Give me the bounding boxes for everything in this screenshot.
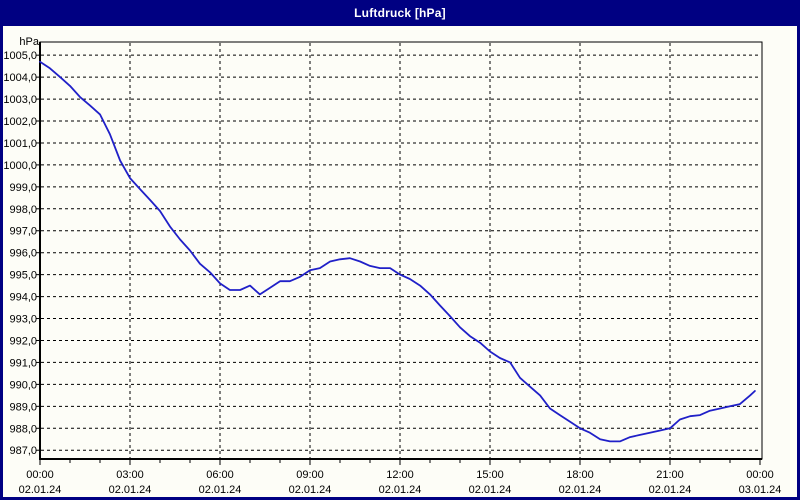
chart-background: [3, 26, 797, 497]
window-titlebar: Luftdruck [hPa]: [0, 0, 800, 26]
window-title: Luftdruck [hPa]: [354, 6, 446, 20]
